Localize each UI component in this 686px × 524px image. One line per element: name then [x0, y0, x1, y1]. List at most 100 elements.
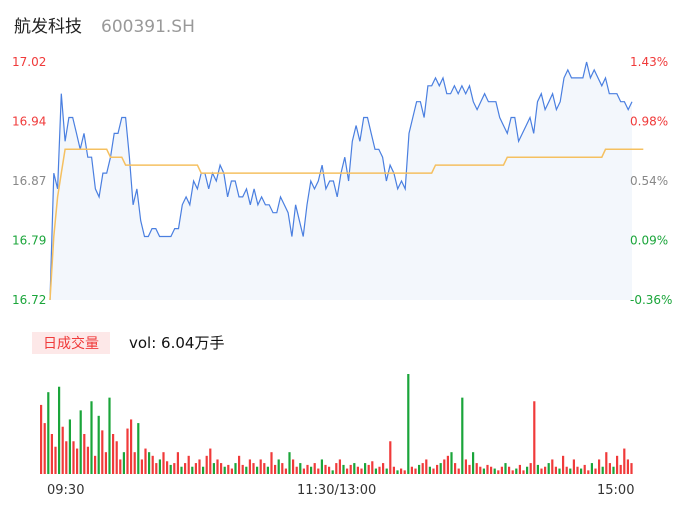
- volume-bar: [148, 452, 151, 474]
- stock-code: 600391.SH: [101, 17, 195, 37]
- volume-bar: [428, 466, 431, 474]
- volume-bar: [263, 463, 266, 474]
- volume-bar: [367, 464, 370, 474]
- volume-bar: [342, 464, 345, 474]
- volume-bar: [230, 468, 233, 474]
- volume-bar: [86, 446, 89, 474]
- volume-bar: [410, 466, 413, 474]
- volume-bar: [616, 455, 619, 474]
- volume-bar: [526, 466, 529, 474]
- volume-bar: [313, 463, 316, 474]
- volume-bar: [558, 468, 561, 474]
- volume-bar: [328, 466, 331, 474]
- volume-bar: [418, 464, 421, 474]
- volume-bar: [536, 464, 539, 474]
- volume-bar: [191, 466, 194, 474]
- volume-bar: [544, 466, 547, 474]
- volume-bar: [623, 448, 626, 474]
- volume-bar: [619, 464, 622, 474]
- volume-bar: [630, 463, 633, 474]
- volume-bar: [212, 463, 215, 474]
- volume-bar: [292, 459, 295, 474]
- right-tick-label: 0.54%: [630, 174, 668, 188]
- volume-bar: [446, 455, 449, 474]
- volume-bar: [605, 452, 608, 474]
- volume-bar: [270, 452, 273, 474]
- volume-bar: [108, 397, 111, 474]
- volume-bar: [259, 459, 262, 474]
- volume-bar: [115, 441, 118, 474]
- volume-bar: [205, 455, 208, 474]
- volume-bar: [533, 401, 536, 474]
- volume-bar: [40, 404, 43, 474]
- volume-bar: [79, 410, 82, 474]
- volume-bar: [133, 452, 136, 474]
- right-percent-axis: 1.43% 0.98% 0.54% 0.09% -0.36%: [630, 55, 672, 307]
- volume-bar: [72, 441, 75, 474]
- volume-bar: [425, 459, 428, 474]
- time-axis: 09:30 11:30/13:00 15:00: [47, 483, 634, 498]
- volume-bar: [241, 464, 244, 474]
- volume-bar: [482, 468, 485, 474]
- volume-bar: [580, 468, 583, 474]
- volume-bar: [284, 468, 287, 474]
- volume-bar: [101, 430, 104, 474]
- volume-bar: [497, 470, 500, 474]
- volume-bar: [356, 466, 359, 474]
- volume-bar: [493, 468, 496, 474]
- volume-bar: [176, 452, 179, 474]
- volume-bar: [54, 446, 57, 474]
- volume-bar: [522, 470, 525, 474]
- volume-bar: [529, 463, 532, 474]
- average-line: [49, 148, 644, 301]
- volume-bar: [547, 463, 550, 474]
- volume-bar: [554, 466, 557, 474]
- volume-bar: [468, 464, 471, 474]
- volume-bar: [317, 468, 320, 474]
- volume-bar: [324, 464, 327, 474]
- stock-name: 航发科技: [14, 17, 82, 37]
- volume-bar: [565, 466, 568, 474]
- volume-bar: [130, 419, 133, 474]
- volume-bar: [511, 470, 514, 474]
- volume-bar: [299, 463, 302, 474]
- volume-bar: [562, 455, 565, 474]
- volume-bar: [583, 464, 586, 474]
- volume-bar: [364, 463, 367, 474]
- left-tick-label: 16.87: [12, 174, 46, 188]
- left-tick-label: 16.72: [12, 293, 46, 307]
- right-tick-label: 1.43%: [630, 55, 668, 69]
- left-tick-label: 16.94: [12, 115, 46, 129]
- volume-bar: [353, 463, 356, 474]
- volume-bar: [500, 466, 503, 474]
- volume-bar: [475, 463, 478, 474]
- volume-bar: [598, 459, 601, 474]
- volume-bar: [569, 468, 572, 474]
- volume-bar: [245, 466, 248, 474]
- volume-area: [40, 374, 633, 474]
- volume-bar: [540, 468, 543, 474]
- volume-bar: [626, 459, 629, 474]
- volume-bar: [612, 466, 615, 474]
- volume-bar: [252, 463, 255, 474]
- volume-bar: [508, 466, 511, 474]
- volume-bar: [371, 461, 374, 474]
- volume-text: vol: 6.04万手: [129, 334, 224, 352]
- volume-bar: [572, 459, 575, 474]
- volume-bar: [608, 463, 611, 474]
- volume-bar: [432, 468, 435, 474]
- volume-bar: [83, 434, 86, 474]
- volume-bar: [277, 459, 280, 474]
- volume-bar: [144, 448, 147, 474]
- volume-bar: [349, 464, 352, 474]
- volume-bar: [209, 448, 212, 474]
- volume-bar: [400, 468, 403, 474]
- volume-bar: [187, 455, 190, 474]
- right-tick-label: -0.36%: [630, 293, 672, 307]
- volume-bar: [281, 463, 284, 474]
- volume-bar: [122, 452, 125, 474]
- volume-bar: [76, 448, 79, 474]
- volume-bar: [360, 468, 363, 474]
- volume-bar: [443, 459, 446, 474]
- volume-bar: [378, 466, 381, 474]
